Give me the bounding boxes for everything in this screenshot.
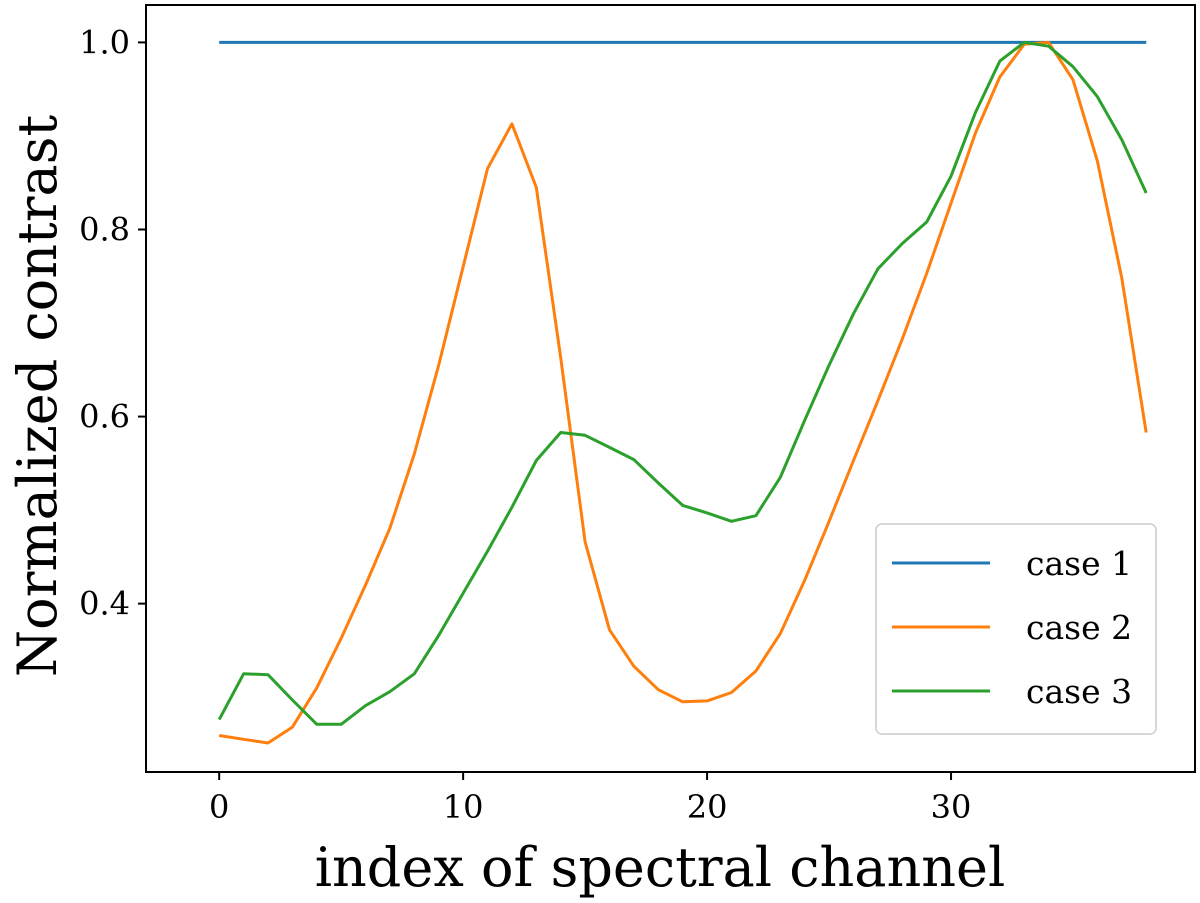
x-axis-ticks: 0 10 20 30 xyxy=(209,772,971,826)
x-tick-label: 30 xyxy=(931,788,972,826)
series-line-2 xyxy=(218,40,1148,745)
legend-box xyxy=(875,523,1157,735)
x-tick-label: 20 xyxy=(687,788,728,826)
y-tick-label: 1.0 xyxy=(79,23,130,61)
x-tick-label: 0 xyxy=(209,788,229,826)
series-line-3 xyxy=(217,40,1148,726)
legend-label-3: case 3 xyxy=(1026,672,1132,711)
plot-frame xyxy=(145,4,1196,773)
y-tick-label: 0.6 xyxy=(79,398,130,436)
y-tick-label: 0.4 xyxy=(79,585,130,623)
y-axis-title: Normalized contrast xyxy=(6,115,69,678)
y-axis-ticks: 0.4 0.6 0.8 1.0 xyxy=(79,23,146,623)
legend: case 1 case 2 case 3 xyxy=(875,523,1157,735)
legend-label-1: case 1 xyxy=(1026,544,1132,583)
y-tick-label: 0.8 xyxy=(79,210,130,248)
legend-label-2: case 2 xyxy=(1026,608,1132,647)
x-tick-label: 10 xyxy=(443,788,484,826)
plot-lines xyxy=(217,40,1148,745)
x-axis-title: index of spectral channel xyxy=(315,836,1005,899)
